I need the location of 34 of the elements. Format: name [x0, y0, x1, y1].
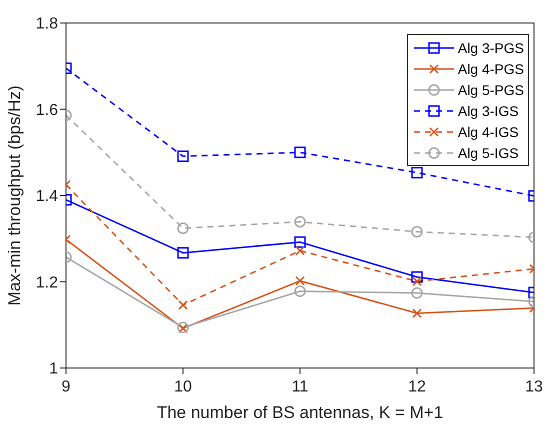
- point: [294, 146, 306, 158]
- x-tick-label: 9: [62, 378, 71, 396]
- point: [411, 271, 423, 283]
- point: [412, 308, 422, 318]
- point: [177, 222, 189, 234]
- point: [294, 285, 306, 297]
- x-tick-label: 12: [408, 378, 426, 396]
- legend-label: Alg 4-PGS: [458, 60, 524, 76]
- y-tick-label: 1: [49, 360, 58, 378]
- y-tick-label: 1.6: [36, 102, 58, 119]
- point: [295, 276, 305, 286]
- point: [411, 226, 423, 238]
- point: [178, 300, 188, 310]
- point: [411, 287, 423, 299]
- x-tick-label: 11: [292, 378, 308, 396]
- x-axis-title: The number of BS antennas, K = M+1: [156, 403, 444, 422]
- point: [295, 246, 305, 256]
- legend-label: Alg 5-IGS: [458, 144, 519, 160]
- legend-label: Alg 4-IGS: [458, 124, 519, 140]
- point: [177, 247, 189, 259]
- x-tick-label: 13: [525, 378, 543, 396]
- y-tick-label: 1.4: [36, 188, 58, 206]
- y-axis-title: Max-min throughput (bps/Hz): [5, 85, 24, 306]
- point: [177, 150, 189, 162]
- legend-label: Alg 3-PGS: [458, 40, 524, 56]
- x-tick-label: 10: [174, 378, 192, 396]
- y-tick-label: 1.8: [36, 16, 58, 33]
- point: [411, 166, 423, 178]
- point: [294, 216, 306, 228]
- y-tick-label: 1.2: [36, 274, 58, 292]
- point: [294, 236, 306, 248]
- legend-label: Alg 5-PGS: [458, 82, 524, 98]
- point: [412, 276, 422, 286]
- legend-label: Alg 3-IGS: [458, 102, 519, 118]
